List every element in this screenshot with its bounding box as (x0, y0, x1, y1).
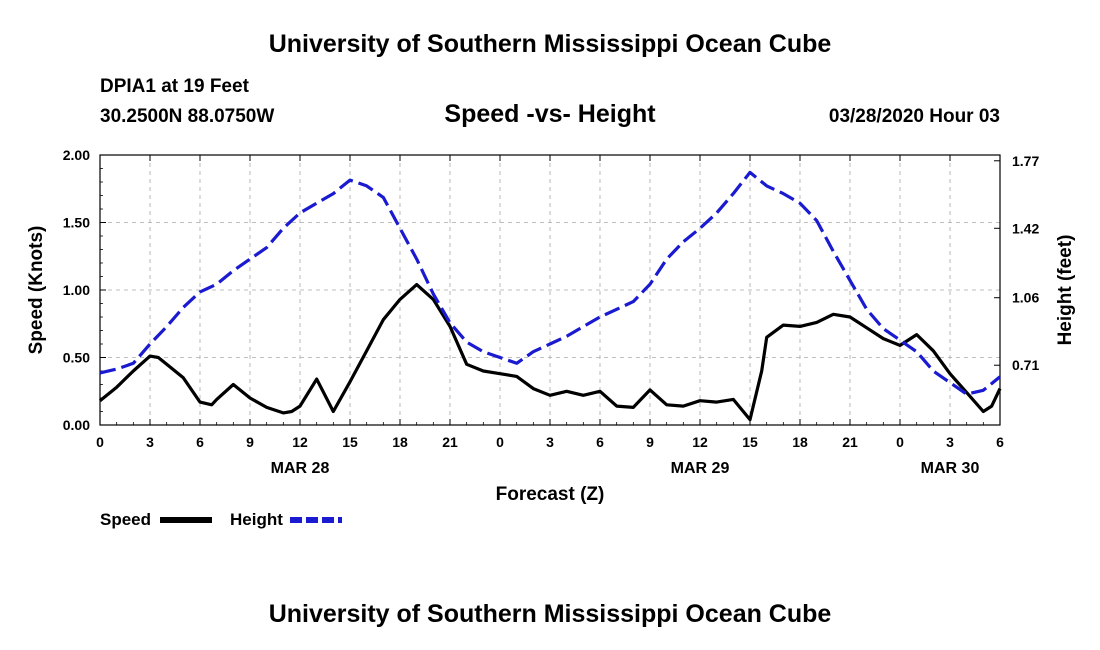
x-tick-label: 18 (792, 434, 808, 450)
chart-subtitle: Speed -vs- Height (444, 100, 656, 128)
station-label: DPIA1 at 19 Feet (100, 76, 249, 97)
legend-speed-label: Speed (100, 510, 152, 529)
y-tick-label: 0.50 (63, 350, 90, 366)
x-tick-label: 6 (596, 434, 604, 450)
y-tick-label: 1.50 (63, 215, 90, 231)
y-tick-label: 0.00 (63, 417, 90, 433)
x-tick-label: 12 (692, 434, 708, 450)
x-axis-label: Forecast (Z) (496, 484, 605, 505)
page-title: University of Southern Mississippi Ocean… (268, 30, 832, 58)
x-tick-label: 21 (442, 434, 458, 450)
x-tick-label: 15 (742, 434, 758, 450)
x-tick-label: 9 (246, 434, 254, 450)
x-tick-label: 0 (496, 434, 504, 450)
x-tick-label: 3 (546, 434, 554, 450)
y2-tick-label: 1.06 (1012, 290, 1039, 306)
x-tick-label: 0 (896, 434, 904, 450)
date-label: MAR 30 (921, 460, 980, 477)
x-tick-label: 3 (146, 434, 154, 450)
y-tick-label: 2.00 (63, 147, 90, 163)
legend-speed-swatch (160, 517, 212, 523)
x-tick-label: 0 (96, 434, 104, 450)
y2-tick-label: 1.77 (1012, 153, 1039, 169)
x-tick-label: 15 (342, 434, 358, 450)
x-tick-label: 6 (996, 434, 1004, 450)
tick-layer: 0 3 6 9 12 15 18 21 0 3 6 9 12 15 18 21 0 3 6 MAR 28 MAR 29 M… (63, 147, 1040, 477)
y-tick-label: 1.00 (63, 282, 90, 298)
date-label: MAR 28 (271, 460, 330, 477)
footer-title: University of Southern Mississippi Ocean… (268, 600, 832, 628)
speed-series-line (98, 283, 1002, 422)
height-series-line (99, 170, 1002, 396)
x-tick-label: 18 (392, 434, 408, 450)
y2-tick-label: 1.42 (1012, 220, 1039, 236)
y2-tick-label: 0.71 (1012, 357, 1039, 373)
date-label: MAR 29 (671, 460, 730, 477)
datetime-label: 03/28/2020 Hour 03 (828, 106, 1000, 127)
legend-height-label: Height (230, 510, 283, 529)
x-tick-label: 9 (646, 434, 654, 450)
x-tick-label: 12 (292, 434, 308, 450)
x-tick-label: 3 (946, 434, 954, 450)
y-axis-label: Speed (Knots) (26, 226, 47, 355)
series-layer (98, 170, 1002, 422)
x-tick-label: 21 (842, 434, 858, 450)
location-label: 30.2500N 88.0750W (100, 106, 275, 127)
x-tick-label: 6 (196, 434, 204, 450)
y2-axis-label: Height (feet) (1055, 235, 1076, 346)
legend-height-swatch (290, 517, 342, 523)
